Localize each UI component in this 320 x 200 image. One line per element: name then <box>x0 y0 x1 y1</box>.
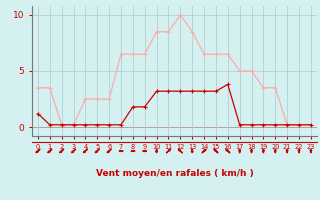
X-axis label: Vent moyen/en rafales ( km/h ): Vent moyen/en rafales ( km/h ) <box>96 169 253 178</box>
